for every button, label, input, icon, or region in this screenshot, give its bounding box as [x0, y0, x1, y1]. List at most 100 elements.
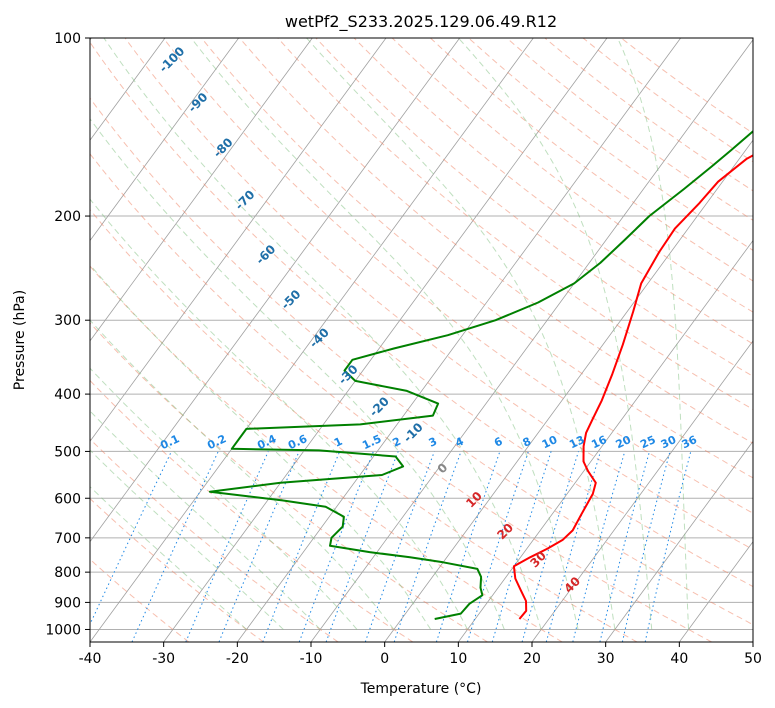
moist-adiabat-line	[90, 264, 432, 630]
dry-adiabat-line	[162, 38, 753, 514]
y-tick-label: 800	[54, 565, 81, 581]
isotherm-line	[679, 540, 753, 642]
isotherm-line	[90, 38, 534, 642]
dry-adiabat-line	[90, 438, 339, 642]
isotherm-line	[752, 641, 753, 642]
x-tick-label: -20	[226, 651, 249, 667]
y-tick-label: 300	[54, 313, 81, 329]
dry-adiabat-label: -10	[401, 420, 426, 445]
x-tick-label: 10	[449, 651, 467, 667]
x-tick-label: -30	[152, 651, 175, 667]
moist-adiabat-line	[90, 410, 321, 630]
y-tick-label: 600	[54, 491, 81, 507]
moist-adiabat-line	[90, 319, 395, 630]
chart-title: wetPf2_S233.2025.129.06.49.R12	[285, 12, 557, 32]
dry-adiabat-label: -50	[278, 287, 303, 312]
axes-layer: -40 -30 -20 -10 0 10 20 30 40 5010020030040050060…	[45, 31, 762, 667]
dry-adiabat-label: -100	[156, 44, 187, 75]
moist-adiabat-line	[617, 38, 689, 630]
mixing-ratio-line	[218, 451, 300, 642]
moist-adiabat-line	[90, 449, 284, 630]
background-lines	[90, 38, 753, 642]
x-tick-label: 0	[380, 651, 389, 667]
dry-adiabat-line	[90, 379, 414, 642]
mixing-ratio-label: 30	[659, 433, 679, 451]
mixing-ratio-label: 3	[427, 435, 439, 450]
mixing-ratio-line	[467, 451, 529, 642]
mixing-ratio-label: 1	[332, 435, 344, 450]
x-tick-label: 30	[597, 651, 615, 667]
dry-adiabat-label: 30	[527, 549, 549, 571]
dry-adiabat-line	[90, 97, 753, 626]
mixing-ratio-line	[491, 451, 552, 642]
moist-adiabat-line	[458, 38, 653, 630]
isotherm-line	[90, 38, 387, 442]
y-tick-label: 400	[54, 387, 81, 403]
mixing-ratio-line	[185, 451, 269, 642]
isotherm-line	[458, 239, 753, 642]
dry-adiabat-line	[90, 208, 638, 642]
mixing-ratio-line	[521, 451, 579, 642]
dry-adiabat-line	[315, 38, 753, 377]
dry-adiabat-label: -80	[210, 135, 235, 160]
mixing-ratio-line	[262, 451, 341, 642]
isotherm-line	[237, 38, 681, 642]
x-tick-label: 50	[744, 651, 762, 667]
x-tick-label: -40	[79, 651, 102, 667]
dry-adiabat-line	[90, 41, 753, 588]
x-axis-label: Temperature (°C)	[360, 681, 482, 697]
mixing-ratio-label: 6	[492, 435, 505, 450]
dewpoint-profile-line	[208, 129, 753, 620]
dry-adiabat-label: 20	[494, 521, 516, 543]
mixing-ratio-label: 36	[680, 433, 700, 451]
y-tick-label: 900	[54, 595, 81, 611]
mixing-ratio-label: 20	[614, 433, 634, 451]
mixing-ratio-line	[90, 451, 172, 626]
moist-adiabat-line	[306, 38, 616, 630]
mixing-ratio-line	[298, 451, 374, 642]
dry-adiabat-line	[124, 38, 753, 551]
mixing-ratio-label: 16	[589, 433, 609, 451]
x-tick-label: 40	[670, 651, 688, 667]
dry-adiabat-line	[506, 38, 753, 221]
x-tick-label: 20	[523, 651, 541, 667]
y-tick-label: 200	[54, 209, 81, 225]
moist-adiabat-line	[90, 118, 505, 630]
dry-adiabat-line	[90, 153, 712, 642]
y-tick-label: 500	[54, 444, 81, 460]
mixing-ratio-label: 25	[638, 433, 657, 451]
dry-adiabat-line	[90, 558, 190, 642]
isotherm-line	[90, 38, 166, 141]
mixing-ratio-label: 10	[540, 433, 560, 451]
mixing-ratio-line	[599, 451, 650, 642]
mixing-ratio-line	[435, 451, 501, 642]
dry-adiabat-label: -90	[185, 90, 210, 115]
y-tick-label: 100	[54, 31, 81, 47]
mixing-ratio-label: 4	[453, 435, 466, 450]
isotherm-line	[90, 38, 313, 342]
mixing-ratio-line	[644, 451, 692, 642]
mixing-ratio-line	[572, 451, 626, 642]
dry-adiabat-line	[353, 38, 753, 345]
mixing-ratio-line	[393, 451, 462, 642]
dry-adiabat-label: 10	[463, 489, 485, 511]
mixing-ratio-label: 0.2	[205, 432, 228, 452]
mixing-ratio-line	[545, 451, 602, 642]
dry-adiabat-line	[391, 38, 753, 313]
isotherm-line	[90, 38, 239, 242]
dry-adiabat-line	[430, 38, 753, 282]
mixing-ratio-label: 0.1	[158, 432, 181, 452]
x-tick-label: -10	[300, 651, 323, 667]
dry-adiabat-label: -40	[307, 325, 332, 350]
dry-adiabat-label: -70	[232, 187, 257, 212]
mixing-ratio-label: 13	[567, 433, 586, 451]
dry-adiabat-line	[90, 322, 488, 642]
dry-adiabat-line	[544, 38, 753, 192]
y-tick-label: 700	[54, 531, 81, 547]
isotherm-line	[90, 38, 460, 543]
isotherm-line	[605, 440, 753, 642]
mixing-ratio-line	[131, 451, 219, 642]
dry-adiabat-line	[277, 38, 753, 411]
dry-adiabat-label: -30	[336, 362, 361, 387]
